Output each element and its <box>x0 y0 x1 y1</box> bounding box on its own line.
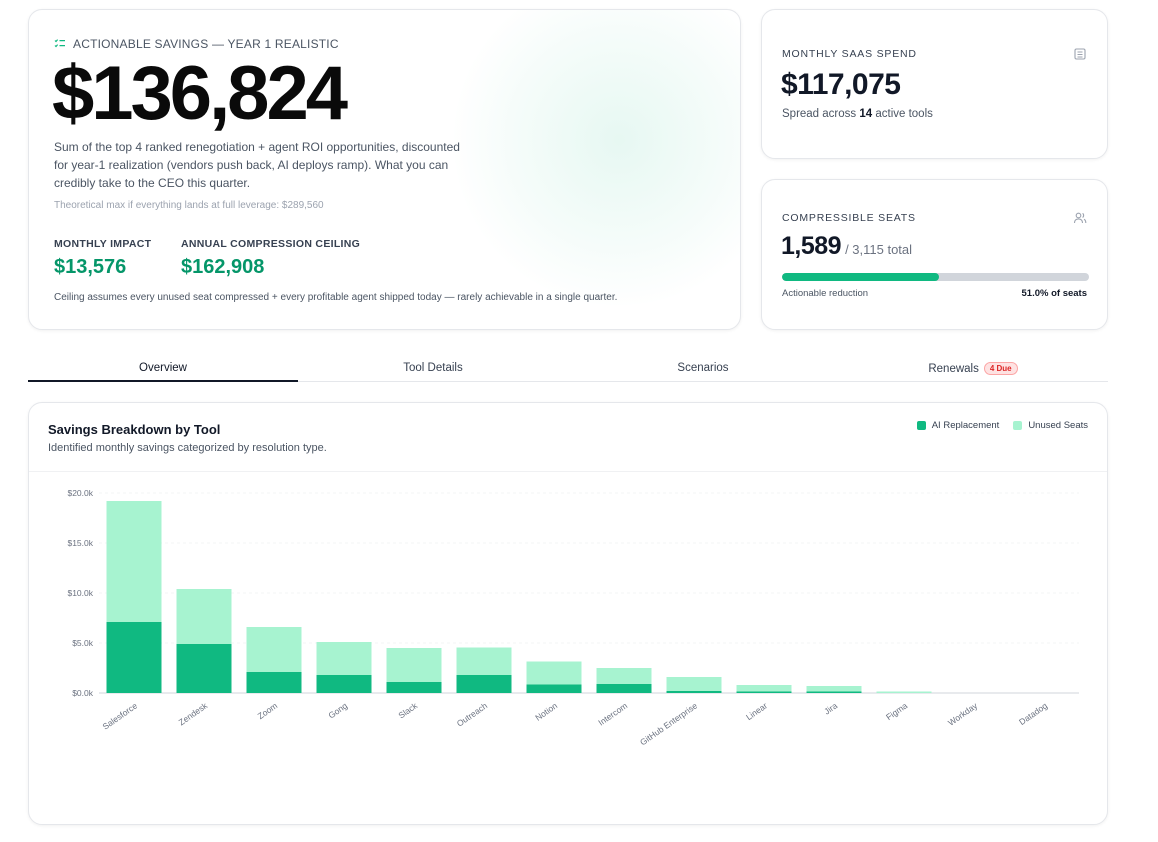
tab-scenarios[interactable]: Scenarios <box>568 356 838 381</box>
chart-legend: AI Replacement Unused Seats <box>916 420 1088 431</box>
x-tick-label: Gong <box>326 700 349 720</box>
bar-ai-replacement <box>666 691 722 693</box>
bar-unused-seats <box>316 642 372 675</box>
bar-unused-seats <box>456 647 512 675</box>
x-tick-label: Workday <box>946 700 980 728</box>
monthly-impact-label: MONTHLY IMPACT <box>54 238 152 250</box>
bar-unused-seats <box>176 589 232 644</box>
x-tick-label: Figma <box>884 700 909 722</box>
bar-unused-seats <box>386 648 442 682</box>
seats-total: / 3,115 total <box>845 242 913 257</box>
tab-overview-label: Overview <box>139 362 187 374</box>
hero-eyebrow-text: ACTIONABLE SAVINGS — YEAR 1 REALISTIC <box>73 37 339 51</box>
bar-ai-replacement <box>526 684 582 693</box>
building-icon <box>1074 48 1086 60</box>
checklist-icon <box>54 39 65 48</box>
seats-label: COMPRESSIBLE SEATS <box>782 212 916 224</box>
spend-label: MONTHLY SAAS SPEND <box>782 48 917 60</box>
seats-bar-caption: Actionable reduction <box>782 288 869 299</box>
users-icon <box>1073 212 1087 224</box>
annual-ceiling-label: ANNUAL COMPRESSION CEILING <box>181 238 361 250</box>
annual-ceiling-value: $162,908 <box>181 256 265 278</box>
chart-title: Savings Breakdown by Tool <box>48 422 221 437</box>
actionable-savings-card: ACTIONABLE SAVINGS — YEAR 1 REALISTIC $1… <box>28 9 741 330</box>
bar-ai-replacement <box>246 672 302 693</box>
bar-unused-seats <box>526 661 582 685</box>
bar-ai-replacement <box>386 682 442 693</box>
x-tick-label: Datadog <box>1017 700 1049 727</box>
savings-bar-chart: $0.0k $5.0k $10.0k $15.0k $20.0k Salesforce Ze… <box>67 488 1079 747</box>
chart-header-divider <box>29 471 1107 472</box>
bar-unused-seats <box>736 685 792 692</box>
bar-unused-seats <box>246 627 302 672</box>
bar-ai-replacement <box>316 675 372 693</box>
bar-ai-replacement <box>176 644 232 693</box>
tool-count: 14 <box>859 108 873 120</box>
legend-ai-label: AI Replacement <box>931 420 1000 431</box>
hero-eyebrow: ACTIONABLE SAVINGS — YEAR 1 REALISTIC <box>54 37 339 51</box>
chart-subtitle: Identified monthly savings categorized b… <box>48 442 327 454</box>
legend-ai-replacement[interactable]: AI Replacement <box>916 420 1000 431</box>
x-tick-label: Zoom <box>256 700 280 721</box>
bar-unused-seats <box>106 501 162 622</box>
x-tick-label: Notion <box>533 700 559 722</box>
bar-ai-replacement <box>806 691 862 693</box>
x-tick-label: Jira <box>822 700 839 716</box>
y-tick-label: $0.0k <box>72 688 94 698</box>
spend-sub-suffix: active tools <box>875 108 933 120</box>
seats-bar-percent: 51.0% of seats <box>1021 288 1087 299</box>
x-tick-label: Outreach <box>455 700 490 728</box>
hero-savings-value: $136,824 <box>52 51 348 136</box>
seats-progress-fill <box>782 273 939 281</box>
y-tick-label: $15.0k <box>67 538 93 548</box>
bar-ai-replacement <box>596 684 652 693</box>
bar-ai-replacement <box>736 691 792 693</box>
spend-sub-prefix: Spread across <box>782 108 857 120</box>
bar-unused-seats <box>876 691 932 693</box>
hero-description: Sum of the top 4 ranked renegotiation + … <box>54 140 460 190</box>
tab-tool-details-label: Tool Details <box>403 362 463 374</box>
legend-unused-seats[interactable]: Unused Seats <box>1013 420 1088 431</box>
legend-ai-swatch <box>916 421 926 430</box>
savings-breakdown-card: Savings Breakdown by Tool Identified mon… <box>28 402 1108 825</box>
legend-unused-swatch <box>1013 421 1023 430</box>
monthly-impact-value: $13,576 <box>54 256 127 278</box>
spend-value: $117,075 <box>781 68 901 101</box>
bar-ai-replacement <box>106 622 162 693</box>
bar-ai-replacement <box>456 675 512 693</box>
decorative-glow <box>449 10 740 310</box>
hero-theoretical-max: Theoretical max if everything lands at f… <box>54 200 324 211</box>
monthly-spend-card: MONTHLY SAAS SPEND $117,075 Spread acros… <box>761 9 1108 159</box>
compressible-seats-card: COMPRESSIBLE SEATS 1,589/ 3,115 total Ac… <box>761 179 1108 330</box>
view-tabs: Overview Tool Details Scenarios Renewals… <box>28 356 1108 382</box>
hero-footnote: Ceiling assumes every unused seat compre… <box>54 292 618 303</box>
x-tick-label: Salesforce <box>101 700 140 731</box>
x-tick-label: Slack <box>396 700 419 721</box>
tab-renewals[interactable]: Renewals 4 Due <box>838 356 1108 381</box>
bar-unused-seats <box>596 668 652 684</box>
tab-renewals-label: Renewals <box>928 363 979 375</box>
y-tick-label: $10.0k <box>67 588 93 598</box>
seats-value-row: 1,589/ 3,115 total <box>781 232 912 261</box>
seats-progress-track <box>782 273 1089 281</box>
renewals-due-badge: 4 Due <box>983 362 1018 375</box>
tab-scenarios-label: Scenarios <box>677 362 729 374</box>
tab-overview[interactable]: Overview <box>28 356 298 382</box>
bar-unused-seats <box>666 677 722 691</box>
x-tick-label: GitHub Enterprise <box>638 700 699 747</box>
y-tick-label: $20.0k <box>67 488 93 498</box>
legend-unused-label: Unused Seats <box>1028 420 1088 431</box>
spend-subtext: Spread across 14 active tools <box>782 108 933 120</box>
x-tick-label: Intercom <box>596 700 629 727</box>
x-tick-label: Linear <box>744 700 769 722</box>
seats-value: 1,589 <box>781 232 842 260</box>
tab-tool-details[interactable]: Tool Details <box>298 356 568 381</box>
x-tick-label: Zendesk <box>177 700 210 727</box>
y-tick-label: $5.0k <box>72 638 94 648</box>
bar-unused-seats <box>806 686 862 692</box>
